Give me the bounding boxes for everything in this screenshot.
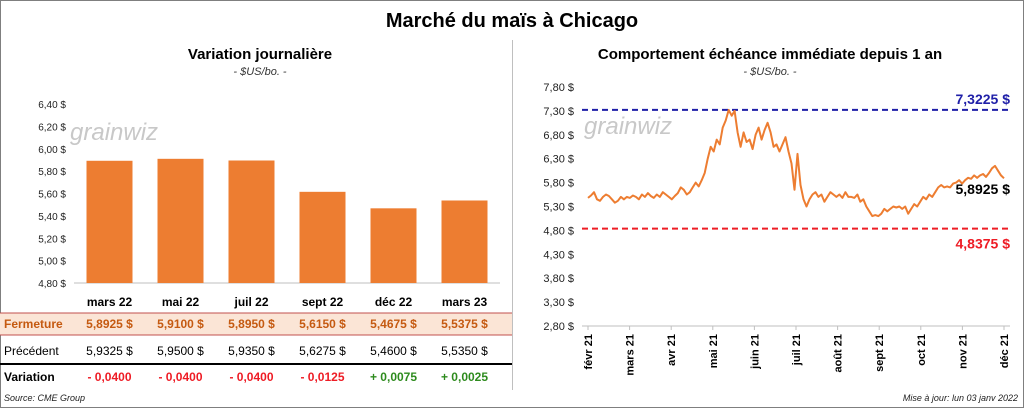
left-panel-subtitle: - $US/bo. - [233, 66, 287, 78]
bar [370, 208, 417, 283]
price-series-line [587, 108, 1005, 218]
x-tick-label: mai 22 [162, 295, 200, 309]
y-tick-label: 4,80 $ [38, 279, 66, 290]
x-tick-label: juil 22 [233, 295, 268, 309]
right-panel-title: Comportement échéance immédiate depuis 1… [597, 46, 943, 63]
table-cell: + 0,0025 [441, 370, 488, 384]
y-tick-label: 5,80 $ [543, 178, 574, 190]
table-cell: 5,9100 $ [157, 317, 204, 331]
x-tick-label: sept 22 [302, 295, 344, 309]
right-panel-subtitle: - $US/bo. - [743, 66, 797, 78]
table-cell: + 0,0075 [370, 370, 417, 384]
table-row-label: Fermeture [4, 317, 63, 331]
table-cell: - 0,0125 [300, 370, 344, 384]
update-note: Mise à jour: lun 03 janv 2022 [902, 393, 1018, 403]
table-cell: 5,9500 $ [157, 344, 204, 358]
bar [228, 160, 275, 283]
low-label: 4,8375 $ [956, 236, 1011, 252]
watermark-logo: grainwiz [70, 119, 158, 146]
y-tick-label: 5,20 $ [38, 234, 66, 245]
y-tick-label: 4,30 $ [543, 249, 574, 261]
table-row-label: Variation [4, 370, 55, 384]
table-cell: 5,6150 $ [299, 317, 346, 331]
y-tick-label: 6,40 $ [38, 100, 66, 111]
x-tick-label: avr 21 [666, 334, 678, 366]
y-tick-label: 5,40 $ [38, 212, 66, 223]
x-tick-label: août 21 [833, 334, 845, 373]
bar [299, 191, 346, 283]
y-tick-label: 6,20 $ [38, 122, 66, 133]
table-cell: 5,8950 $ [228, 317, 275, 331]
y-tick-label: 7,80 $ [543, 82, 574, 94]
table-cell: 5,6275 $ [299, 344, 346, 358]
x-tick-label: mars 23 [442, 295, 488, 309]
y-tick-label: 2,80 $ [543, 321, 574, 333]
page-title: Marché du maïs à Chicago [385, 10, 639, 32]
high-label: 7,3225 $ [956, 91, 1011, 107]
table-cell: - 0,0400 [158, 370, 202, 384]
x-tick-label: déc 22 [375, 295, 413, 309]
table-cell: 5,4600 $ [370, 344, 417, 358]
x-tick-label: sept 21 [874, 334, 886, 372]
table-cell: 5,9350 $ [228, 344, 275, 358]
x-tick-label: mars 22 [87, 295, 133, 309]
left-panel-title: Variation journalière [187, 46, 333, 63]
bar [441, 200, 488, 283]
y-tick-label: 5,80 $ [38, 167, 66, 178]
x-tick-label: févr 21 [583, 334, 595, 369]
table-cell: 5,8925 $ [86, 317, 133, 331]
x-tick-label: juin 21 [749, 334, 761, 370]
x-tick-label: mai 21 [708, 334, 720, 368]
y-tick-label: 6,30 $ [543, 154, 574, 166]
table-cell: 5,4675 $ [370, 317, 417, 331]
line-chart: grainwiz 7,80 $ 7,30 $ 6,80 $ 6,30 $ 5,80 $ 5,… [543, 82, 1011, 376]
row-highlight [0, 313, 512, 335]
x-tick-label: déc 21 [999, 334, 1011, 368]
y-tick-label: 4,80 $ [543, 225, 574, 237]
x-tick-label: juil 21 [791, 334, 803, 366]
y-tick-label: 3,80 $ [543, 273, 574, 285]
bar [157, 158, 204, 283]
y-tick-label: 6,00 $ [38, 145, 66, 156]
table-cell: 5,5375 $ [441, 317, 488, 331]
last-value-label: 5,8925 $ [956, 181, 1011, 197]
x-tick-label: nov 21 [957, 334, 969, 369]
x-tick-label: oct 21 [916, 334, 928, 366]
y-tick-label: 5,60 $ [38, 190, 66, 201]
x-tick-label: mars 21 [625, 334, 637, 376]
y-tick-label: 7,30 $ [543, 106, 574, 118]
watermark-logo: grainwiz [584, 113, 672, 140]
y-tick-label: 6,80 $ [543, 130, 574, 142]
source-note: Source: CME Group [4, 393, 86, 403]
y-tick-label: 5,30 $ [543, 202, 574, 214]
table-cell: - 0,0400 [87, 370, 131, 384]
y-tick-label: 5,00 $ [38, 257, 66, 268]
bar-chart: grainwiz 6,40 $ 6,20 $ 6,00 $ 5,80 $ 5,60 $ 5,… [0, 100, 512, 384]
bar [86, 160, 133, 283]
y-tick-label: 3,30 $ [543, 297, 574, 309]
panel-divider [512, 40, 513, 390]
table-cell: - 0,0400 [229, 370, 273, 384]
table-cell: 5,5350 $ [441, 344, 488, 358]
table-cell: 5,9325 $ [86, 344, 133, 358]
table-row-label: Précédent [4, 344, 59, 358]
